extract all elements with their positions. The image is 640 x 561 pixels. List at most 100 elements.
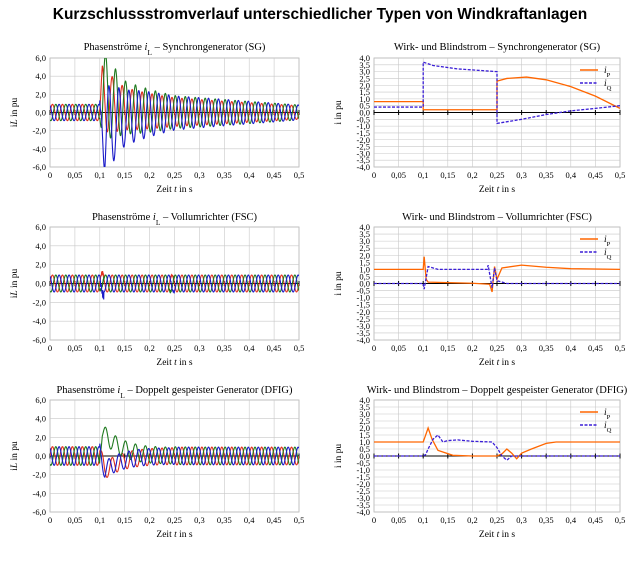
y-tick-label: -6,0 (33, 162, 46, 172)
y-tick-label: 3,5 (359, 402, 370, 412)
x-tick-label: 0 (372, 170, 376, 180)
x-tick-label: 0,1 (94, 170, 105, 180)
x-tick-label: 0,4 (244, 170, 255, 180)
x-tick-label: 0,35 (539, 343, 554, 353)
x-tick-label: 0,5 (294, 170, 305, 180)
chart-title: Phasenströme iL – Vollumrichter (FSC) (92, 212, 258, 227)
y-tick-label: 2,0 (359, 423, 370, 433)
y-tick-label: 0,0 (35, 451, 46, 461)
legend-label-iq: iQ (604, 248, 612, 261)
y-tick-label: 4,0 (359, 222, 370, 232)
series-group (50, 271, 299, 300)
x-tick-label: 0,5 (615, 343, 626, 353)
y-tick-label: 2,0 (35, 432, 46, 442)
y-tick-label: 2,0 (359, 250, 370, 260)
x-tick-label: 0,4 (565, 343, 576, 353)
x-tick-label: 0,5 (294, 515, 305, 525)
legend-label-ip: iP (604, 66, 611, 79)
x-tick-label: 0,4 (244, 343, 255, 353)
x-axis-label: Zeit t in s (479, 185, 515, 195)
y-tick-label: 2,0 (359, 80, 370, 90)
series-line-phase-2 (50, 274, 299, 294)
x-tick-label: 0,2 (144, 170, 155, 180)
legend-label-iq: iQ (604, 79, 612, 92)
y-tick-label: 6,0 (35, 222, 46, 232)
y-tick-label: 4,0 (35, 241, 46, 251)
y-tick-label: 0,0 (359, 451, 370, 461)
x-tick-label: 0,25 (167, 170, 182, 180)
x-tick-label: 0,3 (194, 515, 205, 525)
chart-panel-1: Phasenströme iL – Synchrongenerator (SG)… (10, 42, 304, 195)
series-group (374, 61, 620, 125)
y-tick-label: 4,0 (35, 414, 46, 424)
series-line-phase-2 (50, 426, 299, 466)
y-tick-label: 1,5 (359, 430, 370, 440)
y-tick-label: -1,5 (357, 128, 370, 138)
series-line-phase-1 (50, 271, 299, 293)
x-tick-label: 0,1 (418, 515, 429, 525)
series-line-phase-3 (50, 85, 299, 167)
y-tick-label: -4,0 (33, 488, 46, 498)
y-tick-label: -3,5 (357, 328, 370, 338)
y-tick-label: 4,0 (359, 53, 370, 63)
main-title: Kurzschlussstromverlauf unterschiedliche… (52, 6, 588, 23)
series-line-phase-2 (50, 58, 299, 139)
x-tick-label: 0,05 (391, 170, 406, 180)
x-tick-label: 0 (372, 515, 376, 525)
x-tick-label: 0,45 (588, 343, 603, 353)
y-tick-label: 1,5 (359, 257, 370, 267)
x-tick-label: 0,45 (267, 343, 282, 353)
y-tick-label: -6,0 (33, 507, 46, 517)
x-tick-label: 0,1 (418, 343, 429, 353)
y-tick-label: -2,0 (357, 307, 370, 317)
series-line-phase-3 (50, 274, 299, 300)
x-tick-label: 0,2 (144, 343, 155, 353)
y-tick-label: 2,5 (359, 73, 370, 83)
y-tick-label: -0,5 (357, 286, 370, 296)
y-axis-label: iL in pu (10, 441, 20, 471)
legend-label-iq: iQ (604, 421, 612, 434)
x-tick-label: 0,3 (516, 515, 527, 525)
y-tick-label: 2,0 (35, 260, 46, 270)
x-tick-label: 0,3 (194, 343, 205, 353)
legend-label-ip: iP (604, 235, 611, 248)
x-tick-label: 0,1 (418, 170, 429, 180)
y-tick-label: 4,0 (359, 395, 370, 405)
x-tick-label: 0,05 (391, 343, 406, 353)
y-tick-label: 0,5 (359, 271, 370, 281)
x-tick-label: 0,25 (490, 343, 505, 353)
x-tick-label: 0,3 (516, 170, 527, 180)
x-tick-label: 0,25 (167, 343, 182, 353)
y-axis-label: iL in pu (10, 97, 20, 127)
x-tick-label: 0,3 (194, 170, 205, 180)
y-tick-label: 1,0 (359, 437, 370, 447)
x-tick-label: 0 (372, 343, 376, 353)
x-tick-label: 0,5 (615, 170, 626, 180)
y-tick-label: 0,5 (359, 444, 370, 454)
y-tick-label: -2,0 (357, 479, 370, 489)
x-tick-label: 0,25 (167, 515, 182, 525)
chart-panel-2: Wirk- und Blindstrom – Synchrongenerator… (334, 42, 625, 195)
x-tick-label: 0 (48, 343, 52, 353)
x-tick-label: 0,4 (565, 515, 576, 525)
x-tick-label: 0,25 (490, 170, 505, 180)
y-axis-label: i in pu (334, 444, 344, 469)
series-line-ip (374, 256, 620, 293)
y-tick-label: -1,5 (357, 472, 370, 482)
x-tick-label: 0,35 (539, 515, 554, 525)
y-tick-label: -1,0 (357, 121, 370, 131)
y-tick-label: 3,5 (359, 60, 370, 70)
x-axis-label: Zeit t in s (156, 530, 192, 540)
y-tick-label: -1,0 (357, 465, 370, 475)
series-group (50, 426, 299, 479)
y-tick-label: 0,0 (359, 279, 370, 289)
chart-title: Wirk- und Blindstrom – Vollumrichter (FS… (402, 212, 592, 223)
x-tick-label: 0,2 (144, 515, 155, 525)
y-tick-label: 6,0 (35, 53, 46, 63)
series-line-iq (374, 61, 620, 125)
chart-title: Phasenströme iL – Synchrongenerator (SG) (84, 42, 266, 57)
y-tick-label: -3,0 (357, 493, 370, 503)
x-tick-label: 0,2 (467, 170, 478, 180)
y-tick-label: 1,5 (359, 87, 370, 97)
